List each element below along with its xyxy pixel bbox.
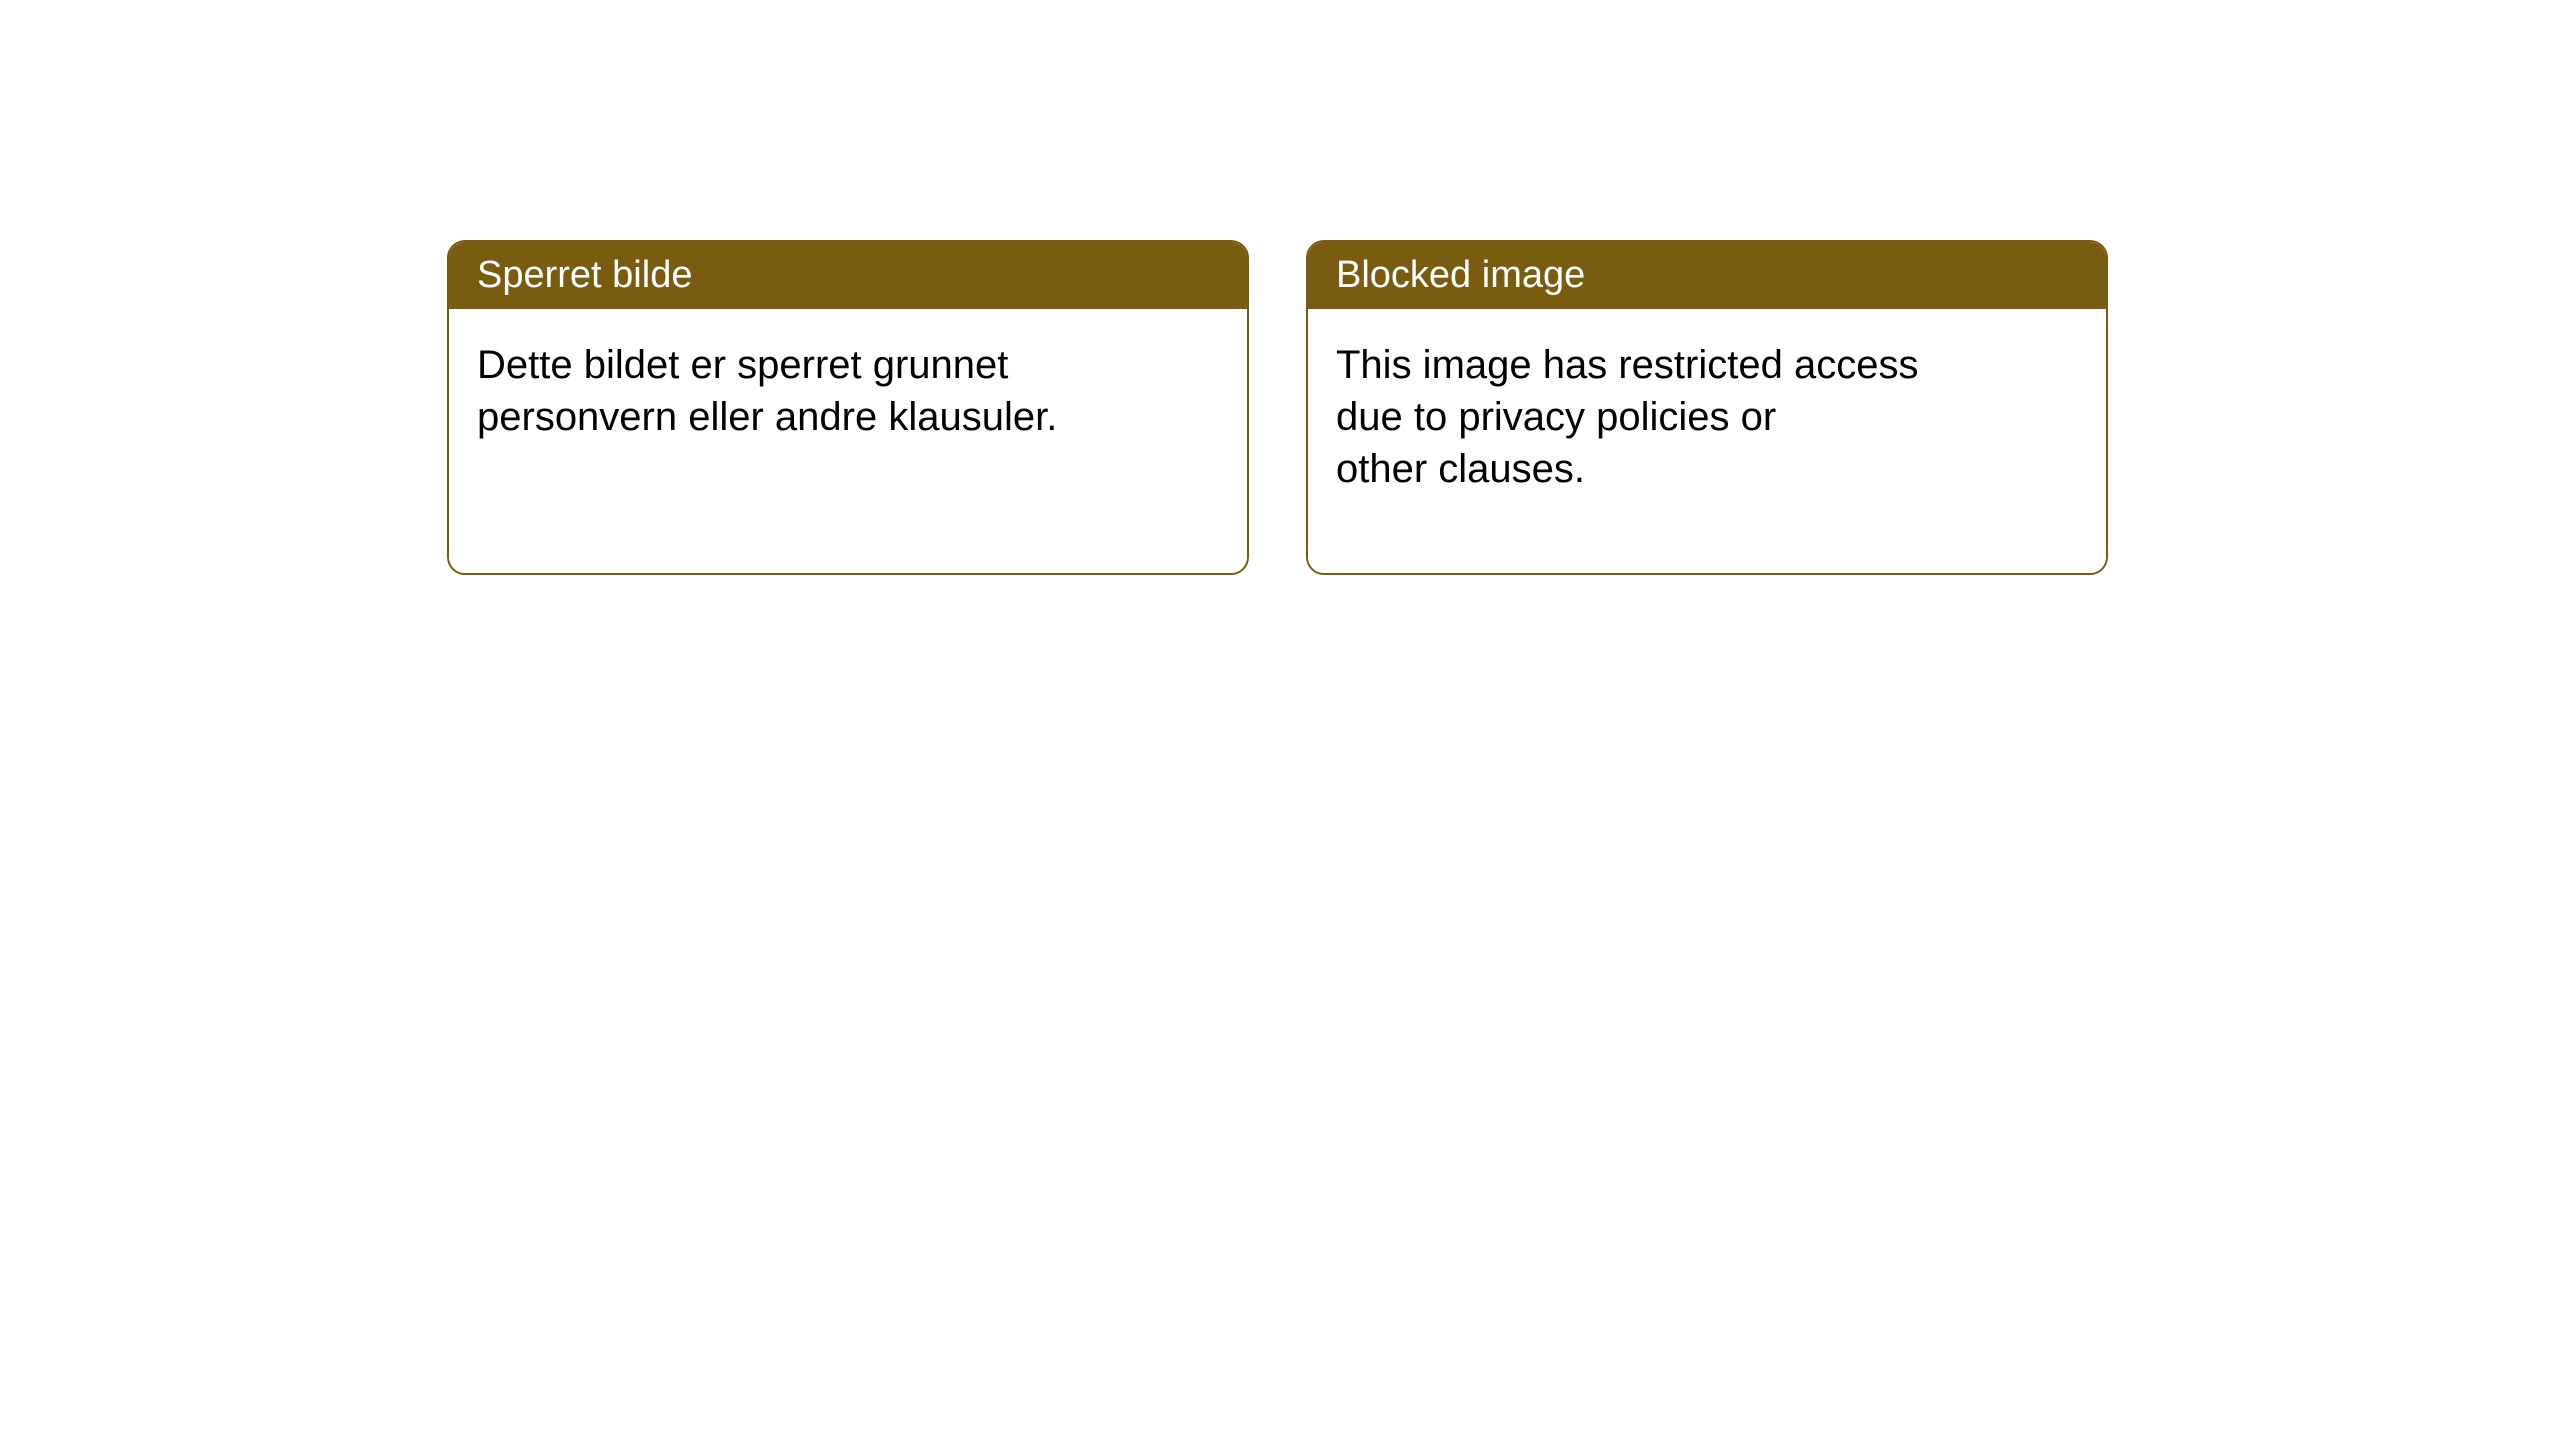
notice-card-title-no: Sperret bilde	[477, 254, 692, 296]
notice-card-no: Sperret bilde Dette bildet er sperret gr…	[447, 240, 1249, 575]
notice-card-en: Blocked image This image has restricted …	[1306, 240, 2108, 575]
notice-card-text-no: Dette bildet er sperret grunnet personve…	[477, 339, 1127, 443]
notice-card-title-en: Blocked image	[1336, 254, 1585, 296]
notice-cards-container: Sperret bilde Dette bildet er sperret gr…	[447, 240, 2108, 575]
notice-card-body-en: This image has restricted access due to …	[1308, 309, 2106, 573]
notice-card-header-en: Blocked image	[1308, 242, 2106, 309]
notice-card-header-no: Sperret bilde	[449, 242, 1247, 309]
notice-card-body-no: Dette bildet er sperret grunnet personve…	[449, 309, 1247, 573]
notice-card-text-en: This image has restricted access due to …	[1336, 339, 1986, 495]
